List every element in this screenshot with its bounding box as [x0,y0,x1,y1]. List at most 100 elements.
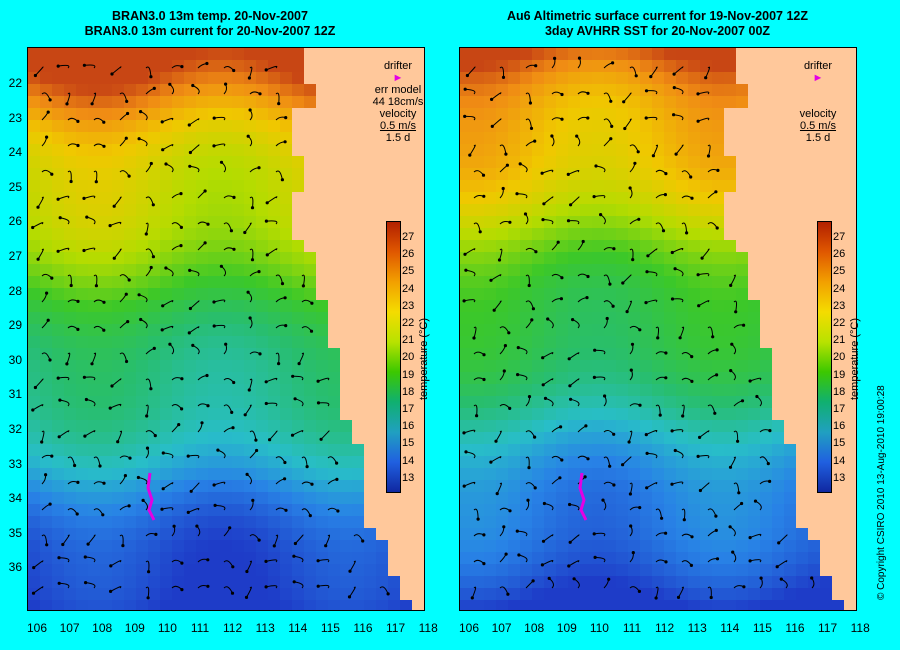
colorbar-tick-label: 20 [833,351,846,364]
left-x-axis-label: 116 [353,621,373,635]
colorbar-tick-label: 26 [833,248,846,261]
colorbar-tick-label: 18 [402,385,415,398]
left-x-axis-label: 110 [157,621,177,635]
y-axis-label: 30 [8,352,22,367]
y-axis-label: 36 [8,560,22,575]
left-x-axis-label: 108 [92,621,113,635]
left-x-axis-label: 118 [418,621,438,635]
err-value-label: 44 18cm/s [372,96,424,108]
colorbar-tick-label: 17 [833,403,846,415]
right-x-axis-label: 113 [687,621,707,635]
sst-map [460,48,856,610]
err-model-label: err model [374,84,422,96]
drifter-marker-icon: ► [392,72,404,84]
colorbar-tick-label: 16 [833,420,846,433]
right-x-axis-label: 112 [655,621,675,635]
left-x-axis-label: 106 [26,621,48,635]
right-title-line2: 3day AVHRR SST for 20-Nov-2007 00Z [544,24,771,38]
colorbar-tick-label: 21 [833,334,846,347]
y-axis-label: 35 [8,525,22,540]
right-x-axis-label: 118 [850,621,870,635]
right-map-panel [459,47,857,611]
y-axis-label: 24 [8,145,22,160]
drifter-marker-icon: ► [812,72,824,84]
y-axis-label: 32 [8,422,22,436]
drifter-track [578,472,588,521]
right-x-axis-label: 110 [589,621,609,635]
colorbar-tick-label: 20 [402,351,415,364]
right-colorbar [817,221,832,493]
left-colorbar [386,221,401,493]
colorbar-tick-label: 17 [402,403,415,415]
sst-map [28,48,424,610]
left-x-axis-label: 113 [255,621,275,635]
colorbar-tick-label: 23 [402,299,415,312]
y-axis-label: 34 [8,491,22,506]
left-x-axis-label: 112 [223,621,243,635]
colorbar-tick-label: 18 [833,385,846,398]
y-axis-label: 29 [8,318,22,333]
right-legend: drifter ► velocity 0.5 m/s 1.5 d [778,60,858,144]
right-x-axis-label: 109 [556,621,577,635]
right-x-axis-label: 116 [785,621,805,635]
right-x-axis-label: 107 [491,621,512,635]
duration-label: 1.5 d [385,132,411,144]
left-x-axis-label: 115 [320,621,340,635]
colorbar-tick-label: 14 [833,454,846,467]
colorbar-tick-label: 15 [833,437,846,450]
colorbar-tick-label: 27 [833,231,846,243]
right-x-axis-label: 114 [720,621,740,635]
y-axis-label: 28 [8,283,22,298]
drifter-label: drifter [383,60,413,72]
colorbar-tick-label: 24 [402,282,415,295]
colorbar-tick-label: 13 [402,471,415,484]
colorbar-tick-label: 15 [402,437,415,450]
duration-label: 1.5 d [805,132,831,144]
right-colorbar-title: temperature (°C) [849,317,861,400]
left-map-panel [27,47,425,611]
colorbar-tick-label: 22 [402,317,415,329]
left-legend: drifter ► err model 44 18cm/s velocity 0… [358,60,438,144]
colorbar-tick-label: 21 [402,334,415,347]
velocity-scale-label: 0.5 m/s [799,120,837,132]
left-x-axis-label: 107 [59,621,80,635]
colorbar-tick-label: 13 [833,471,846,484]
y-axis-label: 25 [8,179,22,194]
colorbar-tick-label: 14 [402,454,415,467]
right-x-axis-label: 115 [752,621,772,635]
left-x-axis-label: 111 [190,621,210,635]
y-axis-label: 23 [8,110,22,125]
left-colorbar-title: temperature (°C) [418,317,430,400]
colorbar-tick-label: 25 [833,265,846,278]
colorbar-tick-label: 19 [402,368,415,381]
colorbar-tick-label: 22 [833,317,846,329]
left-title-line1: BRAN3.0 13m temp. 20-Nov-2007 [112,9,308,23]
left-x-axis-label: 114 [288,621,308,635]
left-title-line2: BRAN3.0 13m current for 20-Nov-2007 12Z [84,24,336,38]
colorbar-tick-label: 26 [402,248,415,261]
velocity-scale-label: 0.5 m/s [379,120,417,132]
y-axis-label: 31 [8,387,22,402]
velocity-label: velocity [379,108,417,120]
left-x-axis-label: 109 [124,621,145,635]
y-axis-label: 26 [8,214,22,229]
colorbar-tick-label: 16 [402,420,415,433]
colorbar-tick-label: 24 [833,282,846,295]
right-x-axis-label: 106 [458,621,480,635]
right-title-line1: Au6 Altimetric surface current for 19-No… [506,9,809,23]
colorbar-tick-label: 25 [402,265,415,278]
right-x-axis-label: 111 [622,621,642,635]
colorbar-tick-label: 27 [402,231,415,243]
velocity-label: velocity [799,108,837,120]
drifter-label: drifter [803,60,833,72]
copyright-text: © Copyright CSIRO 2010 13-Aug-2010 19:00… [876,385,887,600]
colorbar-tick-label: 23 [833,299,846,312]
right-x-axis-label: 108 [524,621,545,635]
y-axis-label: 33 [8,456,22,471]
right-x-axis-label: 117 [818,621,838,635]
colorbar-tick-label: 19 [833,368,846,381]
y-axis-label: 22 [8,76,22,90]
left-x-axis-label: 117 [386,621,406,635]
drifter-track [146,472,156,521]
y-axis-label: 27 [8,249,22,263]
